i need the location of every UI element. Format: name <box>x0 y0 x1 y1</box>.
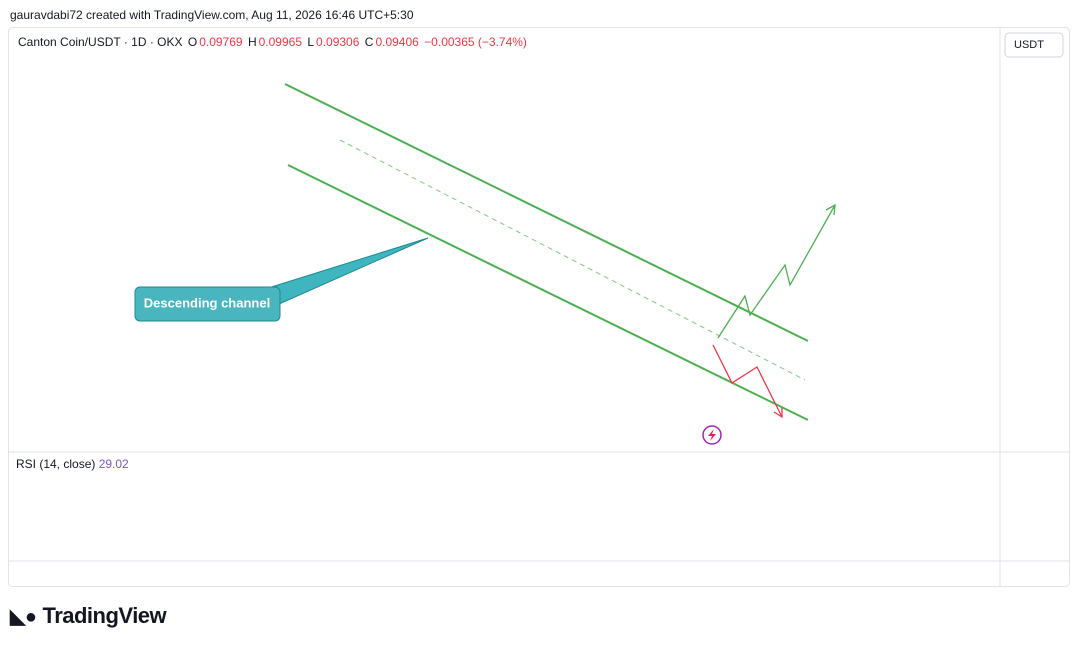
ohlc-value: 0.09965 <box>258 35 302 49</box>
ohlc-key: L <box>307 35 315 49</box>
channel-lower <box>287 164 809 421</box>
rsi-label: RSI (14, close) <box>16 457 96 471</box>
rsi-value: 29.02 <box>98 457 129 471</box>
bull-path <box>717 204 836 339</box>
event-bolt <box>708 429 716 441</box>
bear-path <box>712 344 783 418</box>
ohlc-value: 0.09406 <box>375 35 419 49</box>
ohlc-key: O <box>187 35 198 49</box>
channel-upper <box>284 83 809 342</box>
channel-mid <box>339 139 806 381</box>
ohlc-key: H <box>247 35 257 49</box>
credit: gauravdabi72 created with TradingView.co… <box>10 8 414 22</box>
ohlc-key: C <box>364 35 374 49</box>
ohlc-value: 0.09306 <box>316 35 360 49</box>
callout-text: Descending channel <box>144 295 270 310</box>
brand-logo: ◣● <box>10 606 37 628</box>
bear-arrow <box>773 408 783 419</box>
legend: Canton Coin/USDT · 1D · OKX O 0.09769 H 0.… <box>18 35 529 49</box>
currency: USDT <box>1014 39 1044 51</box>
ohlc-value: 0.09769 <box>199 35 243 49</box>
currency-button[interactable] <box>1004 32 1064 58</box>
callout-box <box>134 286 281 322</box>
brand-name: TradingView <box>42 603 167 628</box>
frame <box>8 27 1070 587</box>
rsi-legend: RSI (14, close) 29.02 <box>16 457 129 471</box>
bull-arrow <box>825 203 836 216</box>
change: −0.00365 (−3.74%) <box>424 35 527 49</box>
brand: ◣● TradingView <box>10 603 167 629</box>
symbol-title: Canton Coin/USDT · 1D · OKX <box>18 35 183 49</box>
